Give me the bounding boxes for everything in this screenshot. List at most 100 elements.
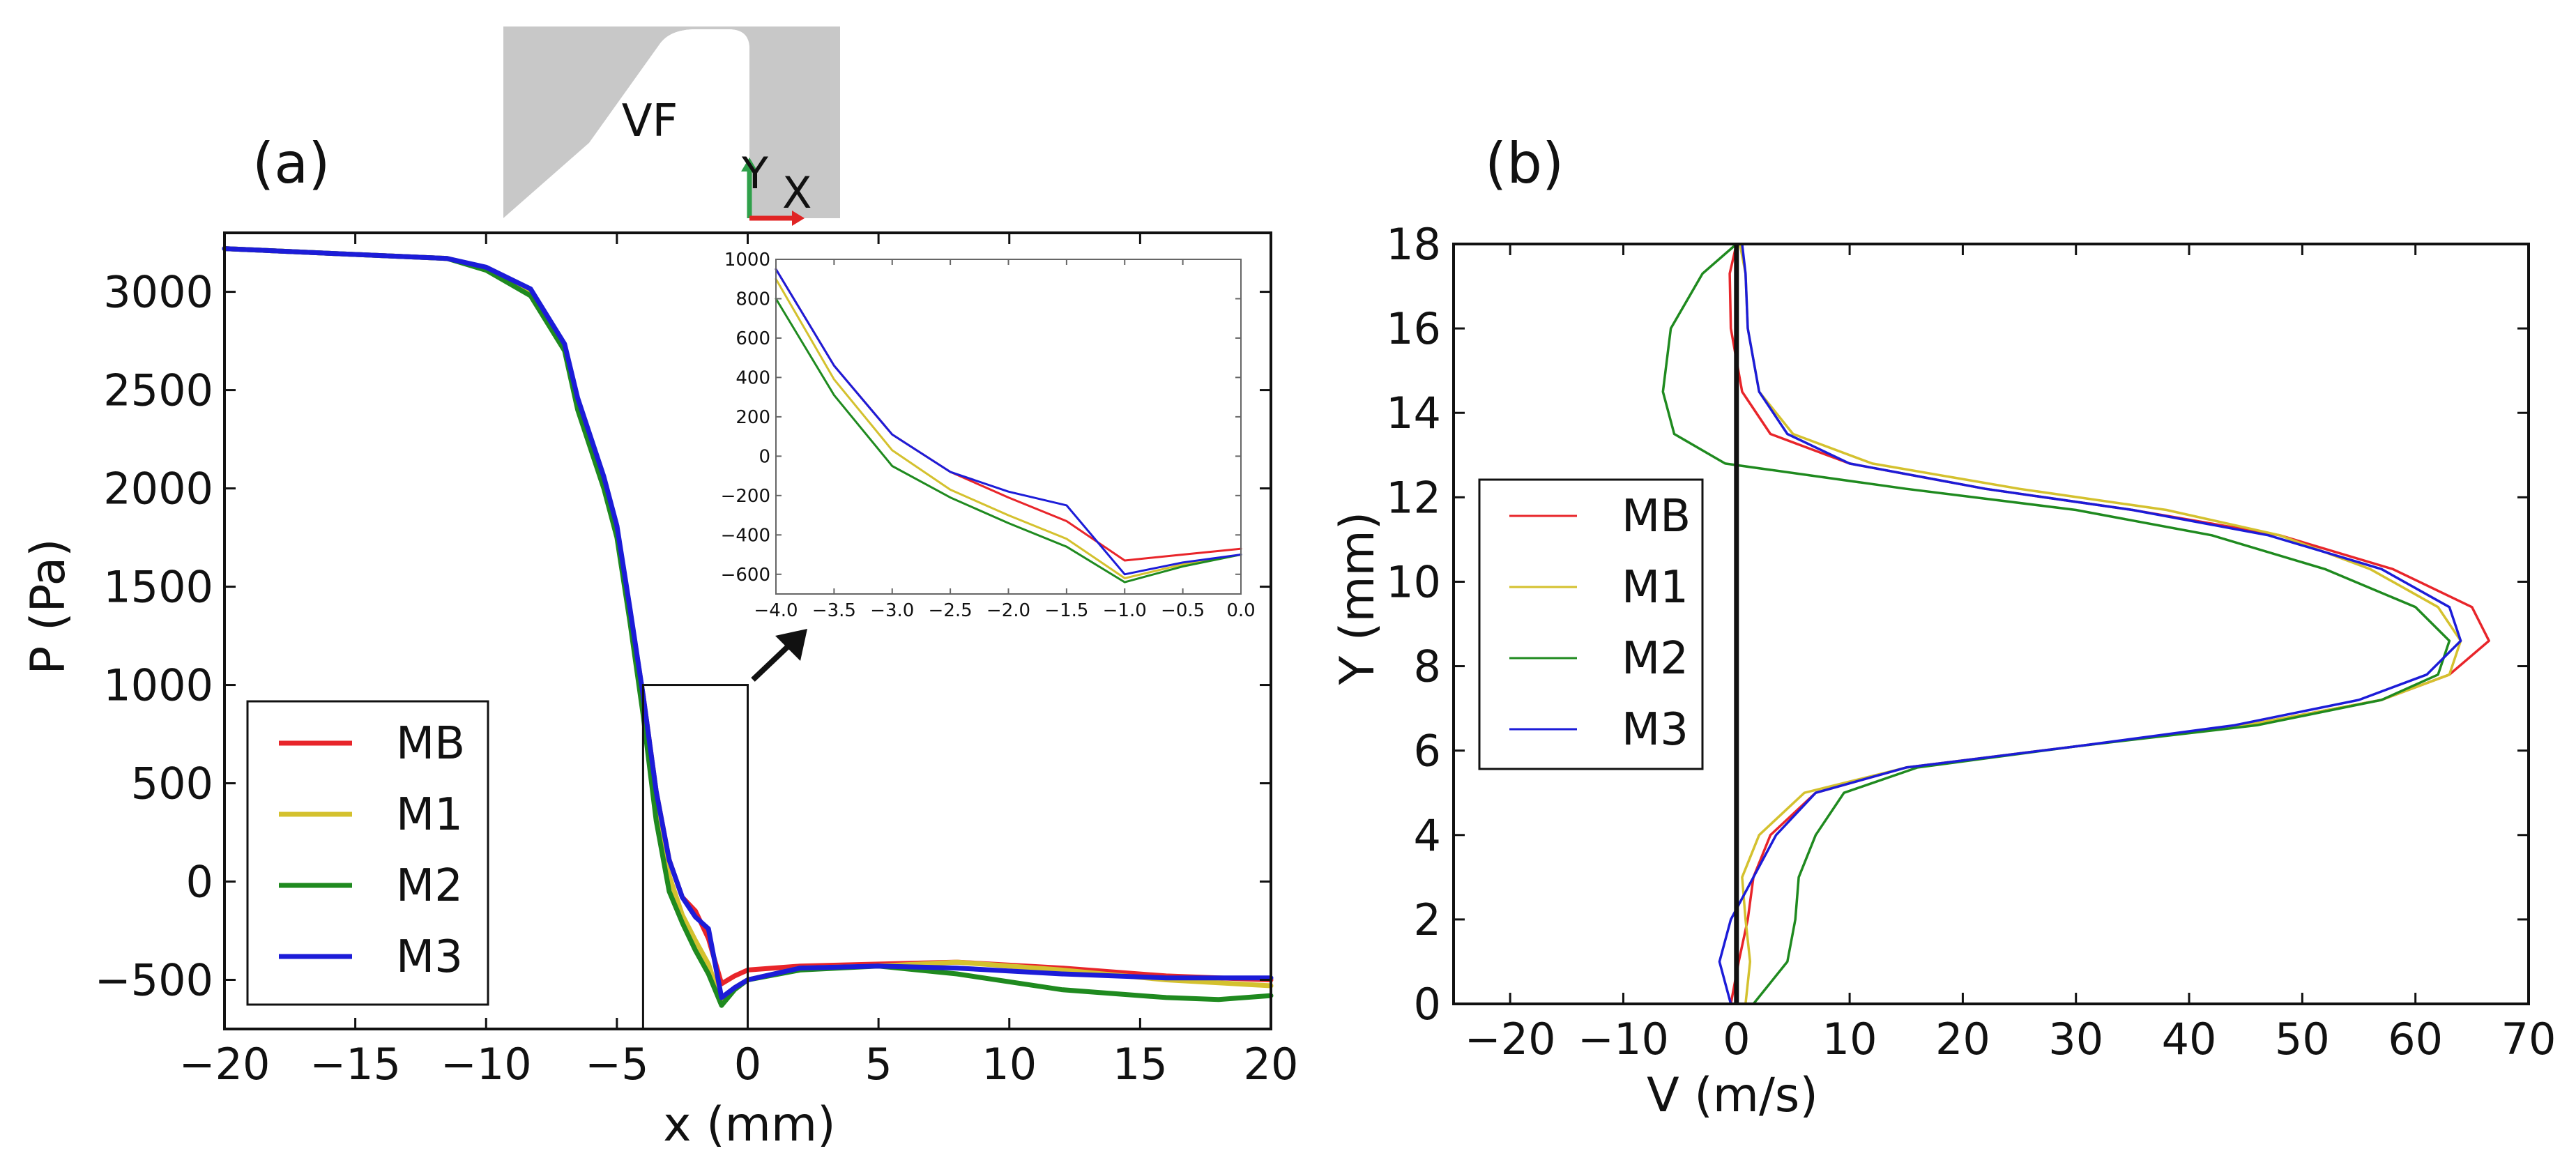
- y-tick-label: 4: [1414, 810, 1441, 861]
- panel-b-series: [1661, 243, 2490, 1005]
- series-line-m3: [222, 246, 1274, 1000]
- panel-a-label: (a): [252, 131, 330, 196]
- legend-label-m1: M1: [1622, 562, 1689, 613]
- panel-b-label: (b): [1485, 131, 1564, 196]
- x-tick-label: 50: [2275, 1014, 2330, 1065]
- y-tick-label: 2000: [103, 464, 213, 514]
- x-tick-label: 20: [1244, 1039, 1299, 1090]
- series-line-mb: [1728, 243, 2490, 1005]
- panel-b-axes-frame: [1452, 243, 2530, 1005]
- legend-box: [1478, 478, 1704, 770]
- y-tick-label: −200: [721, 486, 770, 507]
- panel-a-ticks: −20 −15 −10 −5 0 5 10 15 20−50005001000150020002…: [95, 233, 1299, 1090]
- series-line-m1: [1738, 243, 2462, 1005]
- x-tick-label: 10: [982, 1039, 1037, 1090]
- panel-a-xlabel: x (mm): [663, 1097, 835, 1152]
- legend-label-m1: M1: [396, 789, 463, 841]
- panel-b-ticks: −20 −10 0 10 20 30 40 50 60 70 0 2 4 6 8 10 12 14 16 18: [1386, 219, 2556, 1065]
- x-tick-label: 40: [2162, 1014, 2217, 1065]
- x-tick-label: −2.0: [986, 600, 1030, 621]
- x-tick-label: −20: [1465, 1014, 1556, 1065]
- panel-b: (b) −20 −10 0 10 20 30 40 50 60 70 0 2 4 6 8 10 12 14 16 18…: [1330, 131, 2556, 1123]
- panel-b-legend: MB M1 M2 M3: [1478, 478, 1704, 770]
- x-tick-label: −3.0: [870, 600, 914, 621]
- y-tick-label: 16: [1386, 303, 1441, 354]
- legend-label-m3: M3: [1622, 704, 1689, 756]
- y-tick-label: −400: [721, 525, 770, 546]
- y-tick-label: 1000: [724, 250, 770, 270]
- y-tick-label: 8: [1414, 641, 1441, 692]
- y-arrowhead-icon: [741, 158, 758, 171]
- x-arrowhead-icon: [792, 211, 805, 226]
- x-tick-label: −10: [441, 1039, 532, 1090]
- y-tick-label: 0: [1414, 979, 1441, 1030]
- panel-a: (a) −20 −15 −10 −5 0 5 10 15 20 −500 0 500 1000 1500 2…: [21, 131, 1298, 1152]
- y-tick-label: 1000: [103, 660, 213, 711]
- inset-ticks: −4.0 −3.5 −3.0 −2.5 −2.0 −1.5 −1.0 −0.5 0.0 −600 −…: [721, 250, 1256, 621]
- x-tick-label: 5: [864, 1039, 892, 1090]
- x-tick-label: −3.5: [812, 600, 856, 621]
- x-tick-label: 0: [1723, 1014, 1750, 1065]
- y-tick-label: −600: [721, 565, 770, 586]
- x-tick-label: 15: [1113, 1039, 1168, 1090]
- y-tick-label: 0: [186, 857, 213, 908]
- y-tick-label: 6: [1414, 726, 1441, 777]
- x-tick-label: −1.0: [1103, 600, 1147, 621]
- inset-line-m2: [775, 298, 1242, 584]
- x-tick-label: 10: [1822, 1014, 1877, 1065]
- legend-label-m3: M3: [396, 931, 463, 983]
- inset-plot: −4.0 −3.5 −3.0 −2.5 −2.0 −1.5 −1.0 −0.5 0.0 −600 −…: [720, 250, 1256, 629]
- inset-background: [720, 251, 1248, 629]
- legend-label-mb: MB: [396, 718, 465, 770]
- y-tick-label: 800: [736, 289, 770, 310]
- y-tick-label: 0: [759, 446, 770, 467]
- y-tick-label: 2500: [103, 365, 213, 416]
- y-tick-label: 600: [736, 328, 770, 349]
- inset-line-m1: [775, 277, 1242, 579]
- legend-label-mb: MB: [1622, 491, 1691, 542]
- y-tick-label: 400: [736, 367, 770, 388]
- x-tick-label: −4.0: [754, 600, 798, 621]
- x-tick-label: 70: [2501, 1014, 2556, 1065]
- panel-a-series: [222, 246, 1274, 1008]
- panel-a-ylabel: P (Pa): [21, 538, 76, 674]
- x-tick-label: 0.0: [1226, 600, 1255, 621]
- x-direction-label: X: [782, 167, 811, 218]
- series-line-m2: [1661, 243, 2451, 1005]
- series-line-m3: [1718, 243, 2462, 1005]
- y-tick-label: −500: [95, 955, 213, 1006]
- panel-a-legend: MB M1 M2 M3: [246, 700, 489, 1006]
- panel-b-ylabel: Y (mm): [1330, 512, 1385, 686]
- series-line-m2: [222, 246, 1274, 1008]
- legend-label-m2: M2: [396, 860, 463, 912]
- y-tick-label: 10: [1386, 556, 1441, 607]
- panel-a-zoom-box: [641, 684, 749, 1030]
- vf-schematic: VF Y X: [503, 26, 840, 226]
- legend-label-m2: M2: [1622, 633, 1689, 685]
- x-tick-label: 60: [2388, 1014, 2443, 1065]
- x-tick-label: −2.5: [929, 600, 973, 621]
- panel-b-xlabel: V (m/s): [1647, 1068, 1818, 1123]
- y-tick-label: 3000: [103, 267, 213, 318]
- y-direction-label: Y: [741, 148, 768, 199]
- y-tick-label: 2: [1414, 894, 1441, 945]
- x-tick-label: −10: [1578, 1014, 1669, 1065]
- x-tick-label: −1.5: [1044, 600, 1088, 621]
- y-tick-label: 500: [131, 758, 213, 809]
- vf-cavity-notch: [503, 29, 749, 218]
- inset-series: [775, 268, 1242, 584]
- x-tick-label: 30: [2048, 1014, 2103, 1065]
- y-tick-label: 14: [1386, 388, 1441, 439]
- y-tick-label: 12: [1386, 472, 1441, 523]
- x-tick-label: −20: [179, 1039, 270, 1090]
- y-tick-label: 18: [1386, 219, 1441, 270]
- vf-label: VF: [622, 96, 678, 147]
- x-tick-label: −0.5: [1161, 600, 1205, 621]
- zoom-arrowhead-icon: [775, 629, 807, 661]
- y-tick-label: 1500: [103, 562, 213, 613]
- inset-line-m3: [775, 268, 1242, 576]
- x-tick-label: 0: [734, 1039, 761, 1090]
- x-tick-label: −15: [310, 1039, 401, 1090]
- x-tick-label: 20: [1935, 1014, 1990, 1065]
